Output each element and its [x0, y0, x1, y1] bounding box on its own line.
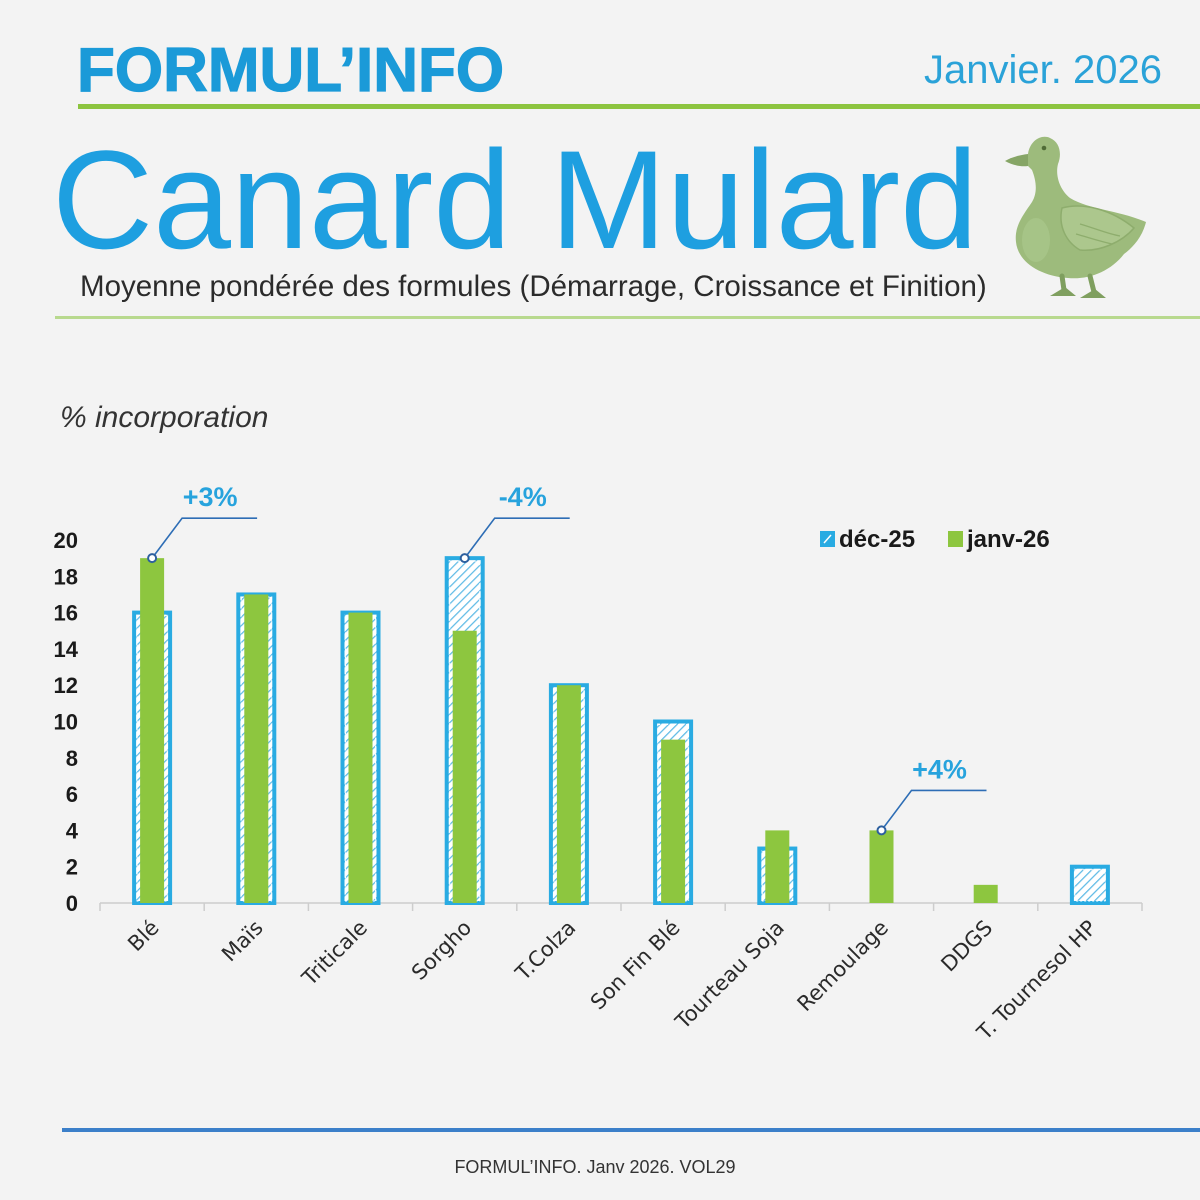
duck-feet: [1050, 287, 1106, 298]
page-subtitle: Moyenne pondérée des formules (Démarrage…: [80, 270, 987, 303]
x-tick-label: Triticale: [297, 916, 372, 991]
duck-legs: [1059, 273, 1097, 295]
duck-wing-feather: [1075, 223, 1121, 245]
annotation-marker: [876, 825, 887, 836]
bar-janv-26: [661, 739, 686, 903]
header-divider: [78, 104, 1200, 109]
y-tick-label: 4: [66, 818, 79, 843]
legend-label-janv-26: janv-26: [966, 526, 1050, 553]
y-tick-label: 6: [66, 782, 78, 807]
duck-illustration: [1005, 136, 1146, 298]
y-tick-label: 16: [54, 601, 78, 626]
y-tick-label: 8: [66, 746, 78, 771]
annotation-marker: [459, 553, 470, 564]
bar-janv-26: [869, 830, 894, 903]
legend-label-dec-25: déc-25: [839, 526, 915, 553]
annotation-marker: [147, 553, 158, 564]
issue-date: Janvier. 2026: [924, 48, 1162, 92]
bar-dec-25-inner-outline: [136, 615, 168, 902]
y-axis-title: % incorporation: [60, 401, 269, 434]
annotation-label: +4%: [912, 754, 967, 784]
legend-swatch-janv-26: [948, 531, 963, 547]
bar-janv-26: [765, 830, 790, 903]
y-tick-label: 0: [66, 891, 78, 916]
annotation-leader-line: [151, 517, 258, 559]
x-tick-label: Tourteau Soja: [670, 916, 789, 1035]
bar-chart: 0 2 4 6 8 10 12 14 16 18 20 Blé Maïs Triticale Sorgho T…: [54, 482, 1143, 1045]
y-tick-label: 18: [54, 564, 78, 589]
legend-swatch-mark: [823, 534, 832, 544]
bar-janv-26: [973, 884, 998, 903]
bar-janv-26: [452, 630, 477, 903]
x-tick-label: DDGS: [936, 916, 997, 977]
x-tick-label: Blé: [123, 916, 163, 956]
annotation-leader-line: [464, 517, 570, 559]
bar-janv-26: [244, 594, 269, 903]
duck-wing: [1060, 205, 1136, 251]
page-title: Canard Mulard: [52, 121, 978, 278]
annotation-leader-line: [880, 789, 987, 831]
y-tick-label: 20: [54, 528, 78, 553]
y-tick-label: 12: [54, 673, 78, 698]
y-tick-label: 10: [54, 710, 78, 735]
bar-dec-25-inner-outline: [1074, 869, 1106, 902]
x-tick-label: Son Fin Blé: [586, 916, 685, 1015]
y-tick-label: 14: [54, 637, 79, 662]
duck-beak: [1005, 154, 1028, 167]
x-tick-label: Sorgho: [407, 916, 476, 985]
x-axis: Blé Maïs Triticale Sorgho T.Colza Son Fin Blé…: [99, 902, 1143, 1045]
footer-divider: [62, 1128, 1200, 1132]
duck-chest-highlight: [1022, 218, 1050, 262]
bar-janv-26: [140, 558, 165, 903]
bar-dec-25-inner-outline: [345, 615, 376, 902]
x-tick-label: Maïs: [217, 916, 268, 967]
x-tick-label: T.Colza: [510, 916, 580, 986]
footer-text: FORMUL’INFO. Janv 2026. VOL29: [454, 1157, 736, 1177]
bar-dec-25: [1069, 864, 1110, 906]
brand-logo-text: FORMUL’INFO: [76, 36, 505, 105]
duck-eye: [1041, 145, 1047, 151]
subtitle-divider: [55, 316, 1200, 319]
legend: déc-25 janv-26: [820, 526, 1050, 553]
annotation-label: +3%: [183, 482, 238, 512]
annotation-label: -4%: [499, 482, 547, 512]
annotations: +3% -4% +4%: [147, 482, 987, 836]
bar-janv-26: [556, 685, 581, 903]
bar-janv-26: [348, 612, 373, 903]
bars: [132, 556, 1110, 906]
x-tick-label: Remoulage: [793, 916, 894, 1017]
y-tick-label: 2: [66, 855, 78, 880]
y-axis: 0 2 4 6 8 10 12 14 16 18 20: [54, 528, 79, 916]
